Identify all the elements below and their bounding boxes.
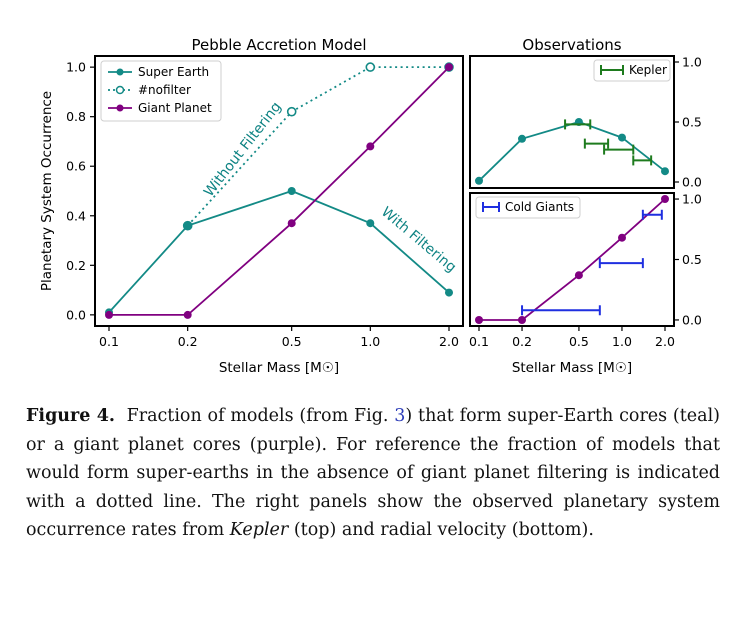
right-x-axis-label: Stellar Mass [M☉] — [512, 360, 632, 376]
caption-kepler: Kepler — [229, 520, 289, 540]
kepler-legend-box — [593, 59, 671, 82]
super-earth-point — [366, 219, 375, 228]
right-x-tick-label: 0.2 — [512, 334, 532, 349]
cold-giants-model-point — [518, 316, 526, 324]
pebble-accretion-panel: Pebble Accretion Model 0.1 0.2 0.5 1.0 2.00.… — [39, 36, 464, 376]
nofilter-line — [187, 66, 449, 227]
left-legend: Super Earth #nofilter Giant Planet — [100, 60, 222, 122]
kepler-y-tick-label: 0.0 — [682, 175, 702, 190]
cold-giants-y-tick-label: 0.0 — [682, 312, 702, 327]
left-y-axis-label: Planetary System Occurrence — [39, 91, 55, 291]
kepler-y-tick-label: 1.0 — [682, 55, 702, 70]
left-x-axis-label: Stellar Mass [M☉] — [219, 360, 339, 376]
left-x-tick-label: 2.0 — [439, 334, 459, 349]
figure-4: Pebble Accretion Model 0.1 0.2 0.5 1.0 2.00.… — [39, 36, 702, 376]
caption-label: Figure 4. — [26, 406, 115, 426]
cold-giants-legend-box — [475, 196, 581, 219]
observations-kepler-panel: Observations 0.0 0.5 1.0 Kepler — [469, 36, 702, 190]
right-x-tick-label: 0.1 — [469, 334, 489, 349]
caption-text-3: (top) and radial velocity (bottom). — [293, 520, 594, 540]
left-plot-area: 0.1 0.2 0.5 1.0 2.0 0.0 0.2 0.4 0.6 0.8 1.0 — [66, 60, 459, 349]
kepler-legend-label: Kepler — [629, 63, 667, 77]
right-x-tick-label: 1.0 — [612, 334, 632, 349]
figure-caption: Figure 4. Fraction of models (from Fig. … — [26, 402, 720, 545]
kepler-y-tick-label: 0.5 — [682, 115, 702, 130]
right-x-tick-label: 0.5 — [569, 334, 589, 349]
giant-planet-point — [366, 142, 375, 151]
kepler-model-point — [661, 167, 669, 176]
legend-label-giant-planet: Giant Planet — [138, 101, 212, 115]
legend-entry-nofilter: #nofilter — [108, 83, 191, 97]
cold-giants-model-point — [618, 233, 626, 242]
left-legend-box — [100, 60, 222, 122]
nofilter-point — [286, 106, 297, 117]
left-plot-frame — [94, 55, 464, 327]
cold-giants-model-point — [475, 316, 483, 324]
left-y-tick-label: 1.0 — [66, 60, 86, 75]
legend-label-nofilter: #nofilter — [138, 83, 191, 97]
legend-entry-super-earth: Super Earth — [108, 65, 209, 79]
left-y-tick-label: 0.2 — [66, 258, 86, 273]
kepler-legend: Kepler — [593, 59, 671, 82]
cold-giants-plot-frame — [469, 192, 675, 327]
legend-label-super-earth: Super Earth — [138, 65, 209, 79]
cold-giants-plot-area: 0.1 0.2 0.5 1.0 2.0 0.0 0.5 1.0 — [469, 192, 702, 349]
giant-planet-point — [445, 63, 453, 72]
left-x-tick-label: 0.5 — [282, 334, 302, 349]
legend-entry-giant-planet: Giant Planet — [108, 101, 212, 115]
caption-fig-ref[interactable]: 3 — [394, 406, 406, 426]
super-earth-point — [445, 288, 453, 297]
kepler-model-point — [518, 134, 526, 143]
observations-cold-giants-panel: 0.1 0.2 0.5 1.0 2.0 0.0 0.5 1.0 Stellar Mass [M… — [469, 192, 702, 376]
kepler-model-line — [478, 121, 666, 182]
cold-giants-model-point — [661, 195, 669, 203]
giant-planet-point — [287, 219, 296, 228]
cold-giants-model-point — [574, 271, 583, 280]
right-x-tick-label: 2.0 — [655, 334, 675, 349]
super-earth-point — [287, 187, 296, 195]
left-x-tick-label: 0.2 — [178, 334, 198, 349]
right-panel-title: Observations — [522, 36, 621, 54]
left-y-tick-label: 0.4 — [66, 208, 86, 223]
left-y-tick-label: 0.6 — [66, 159, 86, 174]
caption-text-1: Fraction of models (from Fig. — [126, 406, 389, 426]
super-earth-line — [108, 190, 450, 314]
kepler-model-point — [618, 133, 626, 142]
cold-giants-y-tick-label: 1.0 — [682, 192, 702, 207]
left-y-tick-label: 0.0 — [66, 307, 86, 322]
left-panel-title: Pebble Accretion Model — [191, 36, 366, 54]
nofilter-point — [365, 62, 376, 72]
giant-planet-point — [105, 310, 113, 319]
cold-giants-legend-label: Cold Giants — [505, 200, 574, 214]
super-earth-point — [183, 221, 192, 230]
cold-giants-y-tick-label: 0.5 — [682, 252, 702, 267]
left-y-tick-label: 0.8 — [66, 109, 86, 124]
kepler-plot-frame — [469, 55, 675, 189]
left-x-tick-label: 0.1 — [99, 334, 119, 349]
giant-planet-point — [183, 310, 192, 319]
cold-giants-legend: Cold Giants — [475, 196, 581, 219]
kepler-plot-area: 0.0 0.5 1.0 — [475, 55, 702, 190]
caption-text-2: ) that form super-Earth cores (teal) or … — [26, 406, 721, 540]
left-x-tick-label: 1.0 — [360, 334, 380, 349]
kepler-model-point — [475, 176, 483, 185]
